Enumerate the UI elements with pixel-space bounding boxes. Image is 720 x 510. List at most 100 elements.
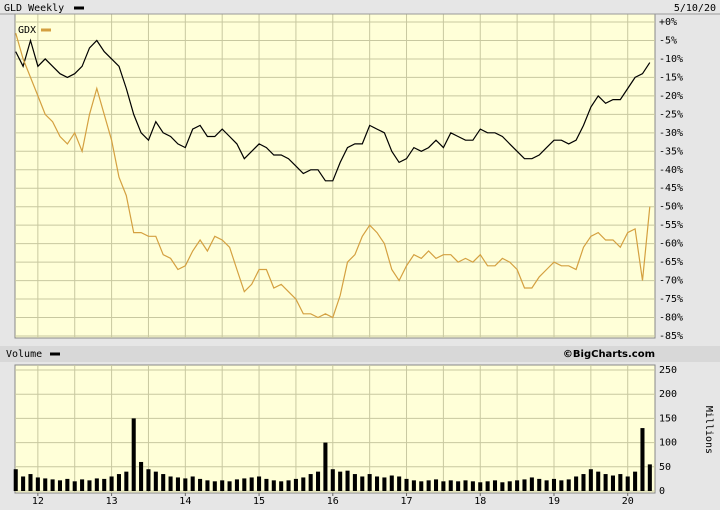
y-tick-label: 50 (659, 462, 671, 473)
volume-bar (21, 476, 26, 491)
volume-bar (529, 477, 534, 491)
x-tick-label: 18 (474, 496, 486, 507)
volume-bar (257, 476, 262, 491)
volume-bar (581, 474, 586, 491)
volume-bar (419, 481, 424, 491)
volume-bar (551, 478, 557, 491)
volume-bar (102, 478, 107, 491)
volume-bar (249, 477, 254, 491)
volume-bar (507, 481, 512, 491)
volume-bar (441, 481, 446, 491)
volume-bar (28, 474, 33, 491)
volume-bar (271, 480, 276, 491)
volume-bar (404, 478, 409, 491)
y-tick-label: 250 (659, 365, 677, 376)
volume-bar (625, 476, 630, 491)
y-tick-label: 100 (659, 438, 677, 449)
volume-bar (234, 479, 239, 491)
y-tick-label: -70% (659, 276, 683, 287)
volume-bar (205, 480, 210, 491)
y-tick-label: -25% (659, 109, 683, 120)
x-tick-label: 12 (32, 496, 44, 507)
volume-bar (463, 480, 468, 491)
price-line (15, 32, 651, 319)
volume-bar (57, 480, 63, 491)
volume-bar (478, 482, 483, 491)
y-tick-label: -10% (659, 54, 683, 65)
volume-bar (139, 461, 144, 491)
volume-bar (65, 478, 70, 491)
volume-bar (345, 470, 350, 491)
x-tick-label: 17 (400, 496, 412, 507)
y-tick-label: -45% (659, 183, 683, 194)
y-tick-label: -80% (659, 313, 683, 324)
volume-bar (389, 475, 394, 491)
volume-bar (35, 477, 40, 491)
volume-bar (279, 481, 284, 491)
volume-bar (72, 481, 77, 491)
volume-bar (87, 480, 92, 491)
volume-bar (227, 481, 232, 491)
volume-bar (286, 480, 291, 491)
volume-bar (293, 478, 298, 491)
y-tick-label: 150 (659, 413, 677, 424)
volume-bar (647, 464, 652, 491)
volume-bar (308, 474, 313, 491)
y-tick-label: -85% (659, 331, 683, 342)
volume-bar (603, 474, 608, 491)
volume-bar (301, 477, 306, 491)
volume-panel (14, 364, 656, 494)
y-tick-label: -35% (659, 146, 683, 157)
legend-label: GDX (18, 25, 36, 36)
volume-bar (367, 474, 372, 491)
y-tick-label: -15% (659, 72, 683, 83)
volume-bar (352, 474, 357, 491)
volume-bar (220, 480, 225, 491)
volume-bar (153, 471, 158, 491)
x-tick-label: 13 (106, 496, 118, 507)
volume-bar (470, 481, 475, 491)
volume-bar (382, 477, 387, 491)
y-tick-label: -5% (659, 35, 677, 46)
volume-bar (146, 469, 151, 491)
y-axis-label: Millions (703, 406, 714, 454)
date-label: 5/10/20 (674, 3, 716, 14)
volume-bar (116, 474, 121, 491)
price-line (15, 38, 651, 182)
volume-bar (338, 471, 343, 491)
volume-bar (574, 476, 579, 491)
volume-bar (633, 471, 638, 491)
volume-bar (131, 418, 136, 491)
volume-bar (168, 476, 173, 491)
volume-bar (330, 469, 335, 491)
x-tick-label: 14 (179, 496, 191, 507)
volume-bar (212, 481, 217, 491)
x-tick-label: 19 (548, 496, 560, 507)
volume-bar (43, 478, 48, 491)
y-tick-label: 200 (659, 389, 677, 400)
y-tick-label: -65% (659, 257, 683, 268)
volume-bar (124, 471, 129, 491)
volume-bar (411, 480, 416, 491)
volume-bar (588, 469, 593, 491)
y-tick-label: -75% (659, 294, 683, 305)
volume-bar (426, 480, 431, 491)
volume-bar (537, 478, 542, 491)
volume-bar (544, 480, 549, 491)
volume-bar (433, 479, 439, 491)
volume-bar (618, 474, 623, 491)
volume-bar (500, 482, 505, 491)
y-tick-label: 0 (659, 486, 665, 497)
volume-bar (161, 474, 166, 491)
volume-bar (559, 480, 564, 491)
volume-bar (375, 476, 380, 491)
volume-bar (566, 479, 571, 491)
y-tick-label: +0% (659, 17, 677, 28)
volume-bar (190, 476, 195, 491)
volume-bar (316, 471, 321, 491)
x-tick-label: 20 (622, 496, 634, 507)
volume-bar (198, 478, 203, 491)
volume-bar (323, 442, 328, 491)
volume-bar (175, 477, 180, 491)
